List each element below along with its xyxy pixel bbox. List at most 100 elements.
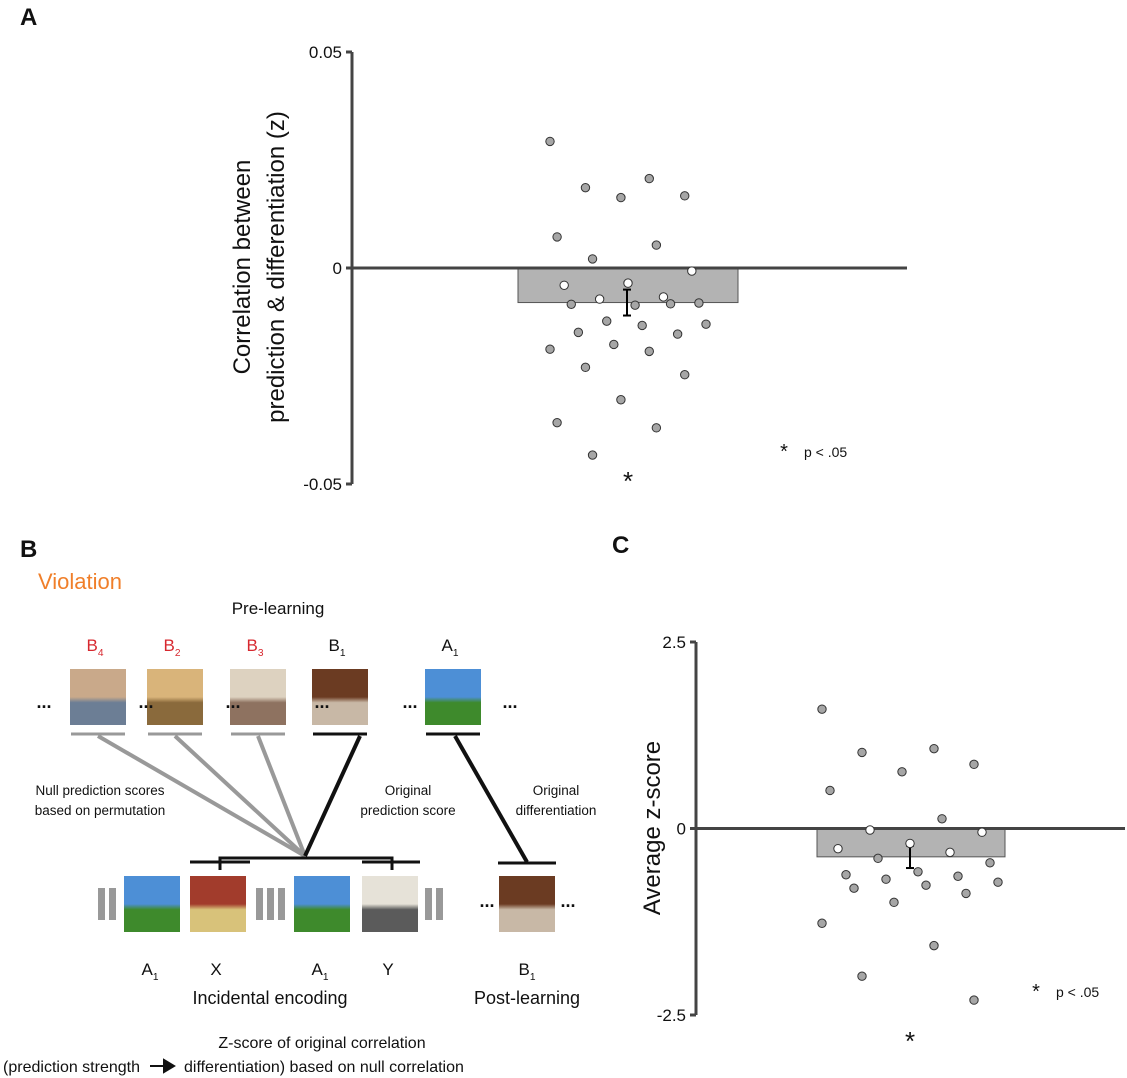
data-point — [826, 786, 834, 794]
data-point — [834, 844, 842, 852]
data-point — [842, 871, 850, 879]
link-label: Original — [385, 783, 432, 798]
item-subscript: 1 — [530, 972, 536, 983]
data-point — [610, 340, 618, 348]
data-point — [567, 300, 575, 308]
image-tile — [425, 669, 481, 725]
data-point — [818, 705, 826, 713]
caption-arrow — [150, 1060, 174, 1072]
data-point — [858, 748, 866, 756]
item-subscript: 1 — [323, 972, 329, 983]
pause-bar — [278, 888, 285, 920]
data-point — [986, 859, 994, 867]
null-link — [258, 736, 305, 856]
item-letter: A — [441, 636, 453, 655]
item-subscript: 1 — [153, 972, 159, 983]
data-point — [970, 996, 978, 1004]
data-point — [581, 183, 589, 191]
item-letter: B — [246, 636, 257, 655]
item-label: B1 — [328, 636, 345, 659]
data-point — [617, 396, 625, 404]
ellipsis: ... — [138, 692, 153, 712]
image-tile — [362, 876, 418, 932]
item-letter: A — [141, 960, 153, 979]
legend-text: p < .05 — [804, 444, 847, 460]
item-subscript: 3 — [258, 648, 264, 659]
data-point — [546, 345, 554, 353]
y-tick-label: 0 — [677, 820, 686, 839]
item-label: B1 — [518, 960, 535, 983]
ellipsis: ... — [479, 891, 494, 911]
data-point — [574, 328, 582, 336]
ellipsis: ... — [36, 692, 51, 712]
item-label: Y — [382, 960, 393, 979]
item-label: B3 — [246, 636, 263, 659]
image-tile — [147, 669, 203, 725]
item-letter: B — [163, 636, 174, 655]
image-tile — [499, 876, 555, 932]
data-point — [938, 815, 946, 823]
data-point — [930, 744, 938, 752]
item-letter: X — [210, 960, 221, 979]
data-point — [588, 255, 596, 263]
panel-label: A — [20, 4, 37, 31]
data-point — [617, 193, 625, 201]
data-point — [866, 826, 874, 834]
item-letter: A — [311, 960, 323, 979]
data-point — [874, 854, 882, 862]
data-point — [882, 875, 890, 883]
item-letter: B — [328, 636, 339, 655]
ellipsis: ... — [314, 692, 329, 712]
data-point — [850, 884, 858, 892]
item-subscript: 4 — [98, 648, 104, 659]
ellipsis: ... — [560, 891, 575, 911]
data-point — [962, 889, 970, 897]
diff-link — [455, 736, 527, 862]
link-label: Original — [533, 783, 580, 798]
data-point — [906, 839, 914, 847]
data-point — [595, 295, 603, 303]
item-subscript: 2 — [175, 648, 181, 659]
image-tile — [124, 876, 180, 932]
data-point — [914, 868, 922, 876]
y-axis-label: Average z-score — [639, 741, 666, 915]
pause-bar — [267, 888, 274, 920]
data-point — [645, 174, 653, 182]
image-tile — [294, 876, 350, 932]
panel-label: B — [20, 536, 37, 563]
data-point — [818, 919, 826, 927]
data-point — [553, 418, 561, 426]
orig-link — [305, 736, 360, 856]
link-label: differentiation — [516, 803, 597, 818]
data-point — [688, 267, 696, 275]
item-letter: Y — [382, 960, 393, 979]
significance-marker: * — [623, 466, 633, 496]
data-point — [702, 320, 710, 328]
phase-label: Post-learning — [474, 988, 580, 1008]
ellipsis: ... — [502, 692, 517, 712]
item-subscript: 1 — [453, 648, 459, 659]
pause-bar — [98, 888, 105, 920]
data-point — [638, 321, 646, 329]
data-point — [603, 317, 611, 325]
legend-text: p < .05 — [1056, 984, 1099, 1000]
data-point — [946, 848, 954, 856]
item-label: A1 — [441, 636, 458, 659]
data-point — [890, 898, 898, 906]
data-point — [930, 941, 938, 949]
phase-label: Incidental encoding — [192, 988, 347, 1008]
legend-symbol: * — [1032, 981, 1040, 1003]
data-point — [666, 300, 674, 308]
data-point — [954, 872, 962, 880]
bracket — [190, 858, 420, 870]
data-point — [553, 233, 561, 241]
item-label: A1 — [141, 960, 158, 983]
link-label: based on permutation — [35, 803, 166, 818]
condition-label: Violation — [38, 569, 122, 594]
data-point — [898, 768, 906, 776]
pause-bar — [256, 888, 263, 920]
item-label: X — [210, 960, 221, 979]
caption: (prediction strength — [3, 1059, 140, 1076]
null-link — [175, 736, 305, 856]
data-point — [681, 371, 689, 379]
